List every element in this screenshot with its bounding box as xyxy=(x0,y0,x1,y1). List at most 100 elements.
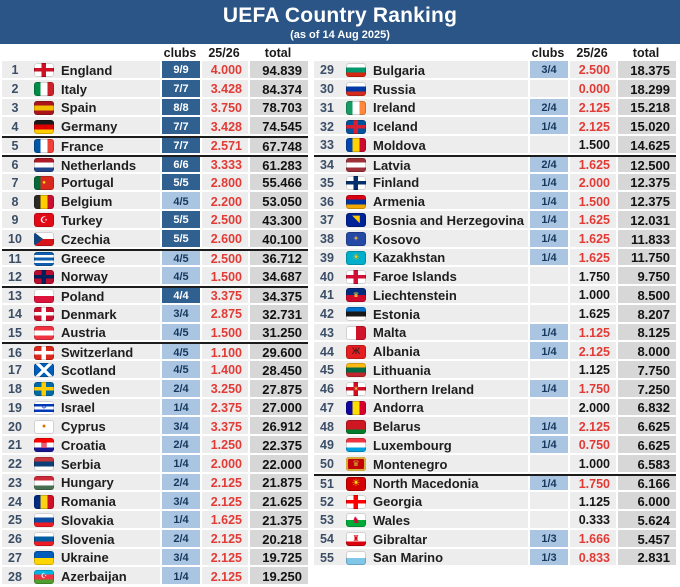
flag-finland-icon xyxy=(346,175,366,190)
ranking-row-15: 15 Austria 4/5 1.500 31.250 xyxy=(2,323,308,343)
total-points: 6.583 xyxy=(618,454,676,474)
country-cell: 48 Belarus xyxy=(314,417,528,436)
season-points: 3.375 xyxy=(202,417,248,436)
total-points: 61.283 xyxy=(250,156,308,174)
flag-latvia-icon xyxy=(346,158,366,173)
season-points: 3.428 xyxy=(202,79,248,99)
country-cell: 7 ● Portugal xyxy=(2,173,160,193)
season-points: 1.250 xyxy=(202,436,248,455)
country-name: Portugal xyxy=(61,175,114,191)
flag-georgia-icon xyxy=(346,494,366,509)
clubs-remaining: 4/5 xyxy=(162,250,200,268)
country-cell: 40 Faroe Islands xyxy=(314,267,528,286)
total-points: 8.000 xyxy=(618,342,676,361)
flag-iceland-icon xyxy=(346,119,366,134)
flag-ireland-icon xyxy=(346,100,366,115)
page-subtitle: (as of 14 Aug 2025) xyxy=(290,28,390,41)
total-points: 31.250 xyxy=(250,323,308,343)
total-column-header: total xyxy=(632,45,660,60)
clubs-remaining: 2/4 xyxy=(162,529,200,549)
clubs-column-header: clubs xyxy=(531,45,565,60)
clubs-remaining xyxy=(530,492,568,511)
ranking-row-46: 46 ✶ Northern Ireland 1/4 1.750 7.250 xyxy=(314,379,676,399)
season-points: 2.125 xyxy=(570,342,616,361)
flag-israel-icon: ✡ xyxy=(34,400,54,415)
rank-number: 45 xyxy=(320,363,334,378)
total-points: 15.218 xyxy=(618,98,676,118)
total-points: 21.875 xyxy=(250,473,308,493)
ranking-column-right: clubs 25/26 total 29 Bulgaria 3/4 2.500 18.3… xyxy=(314,44,676,586)
season-points: 1.666 xyxy=(570,529,616,549)
flag-greece-icon xyxy=(34,251,54,266)
total-points: 6.832 xyxy=(618,398,676,418)
ranking-row-4: 4 Germany 7/7 3.428 74.545 xyxy=(2,117,308,136)
total-points: 7.250 xyxy=(618,379,676,399)
flag-gibraltar-icon: ♜ xyxy=(346,532,366,547)
rows-left: 1 England 9/9 4.000 94.839 2 Italy 7/7 3.428 84.3… xyxy=(2,61,308,586)
flag-croatia-icon: ▦ xyxy=(34,438,54,453)
ranking-row-14: 14 Denmark 3/4 2.875 32.731 xyxy=(2,304,308,324)
country-name: Hungary xyxy=(61,475,114,491)
total-points: 11.833 xyxy=(618,229,676,249)
clubs-remaining: 1/4 xyxy=(530,417,568,436)
clubs-remaining xyxy=(530,454,568,474)
country-cell: 33 Moldova xyxy=(314,136,528,155)
total-points: 6.166 xyxy=(618,475,676,493)
country-name: Austria xyxy=(61,325,106,341)
clubs-remaining: 1/4 xyxy=(530,117,568,136)
country-name: Kazakhstan xyxy=(373,250,446,266)
ranking-row-8: 8 Belgium 4/5 2.200 53.050 xyxy=(2,192,308,211)
clubs-remaining: 3/4 xyxy=(530,61,568,80)
rank-number: 8 xyxy=(11,194,19,209)
country-cell: 24 Romania xyxy=(2,492,160,511)
flag-kazakhstan-icon: ☀ xyxy=(346,250,366,265)
flag-emblem: ✡ xyxy=(41,404,47,412)
country-name: Spain xyxy=(61,100,97,116)
country-name: Greece xyxy=(61,251,106,267)
season-points: 2.600 xyxy=(202,229,248,249)
ranking-row-18: 18 Sweden 2/4 3.250 27.875 xyxy=(2,379,308,399)
season-points: 0.750 xyxy=(570,436,616,455)
clubs-remaining: 6/6 xyxy=(162,156,200,174)
flag-bosnia-and-herzegovina-icon: ◥ xyxy=(346,213,366,228)
total-points: 18.299 xyxy=(618,79,676,99)
flag-emblem: ☀ xyxy=(351,477,361,489)
season-points: 1.000 xyxy=(570,454,616,474)
country-name: Russia xyxy=(373,81,416,97)
country-cell: 35 Finland xyxy=(314,173,528,193)
rank-number: 33 xyxy=(320,138,334,153)
flag-romania-icon xyxy=(34,494,54,509)
country-name: Israel xyxy=(61,400,95,416)
flag-emblem: ♛ xyxy=(352,291,360,299)
flag-switzerland-icon xyxy=(34,345,54,360)
total-points: 8.500 xyxy=(618,286,676,305)
ranking-row-51: 51 ☀ North Macedonia 1/4 1.750 6.166 xyxy=(314,473,676,493)
ranking-row-54: 54 ♜ Gibraltar 1/3 1.666 5.457 xyxy=(314,529,676,549)
season-points: 2.500 xyxy=(202,211,248,230)
ranking-row-34: 34 Latvia 2/4 1.625 12.500 xyxy=(314,154,676,174)
ranking-row-49: 49 Luxembourg 1/4 0.750 6.625 xyxy=(314,436,676,455)
rank-number: 26 xyxy=(8,532,22,547)
season-points: 1.625 xyxy=(570,229,616,249)
total-points: 21.375 xyxy=(250,511,308,530)
country-name: Ireland xyxy=(373,100,416,116)
season-points: 2.800 xyxy=(202,173,248,193)
season-points: 2.000 xyxy=(570,173,616,193)
country-name: Serbia xyxy=(61,456,101,472)
ranking-row-22: 22 Serbia 1/4 2.000 22.000 xyxy=(2,454,308,474)
rank-number: 19 xyxy=(8,400,22,415)
total-points: 6.000 xyxy=(618,492,676,511)
total-points: 40.100 xyxy=(250,229,308,249)
rank-number: 25 xyxy=(8,513,22,528)
clubs-remaining: 1/4 xyxy=(530,342,568,361)
total-points: 6.625 xyxy=(618,436,676,455)
country-name: Norway xyxy=(61,269,108,285)
flag-slovakia-icon xyxy=(34,513,54,528)
total-points: 78.703 xyxy=(250,98,308,118)
clubs-remaining: 4/5 xyxy=(162,323,200,343)
season-points: 2.000 xyxy=(202,454,248,474)
flag-lithuania-icon xyxy=(346,363,366,378)
country-name: Lithuania xyxy=(373,362,431,378)
rank-number: 16 xyxy=(8,345,22,360)
clubs-remaining: 4/4 xyxy=(162,288,200,305)
